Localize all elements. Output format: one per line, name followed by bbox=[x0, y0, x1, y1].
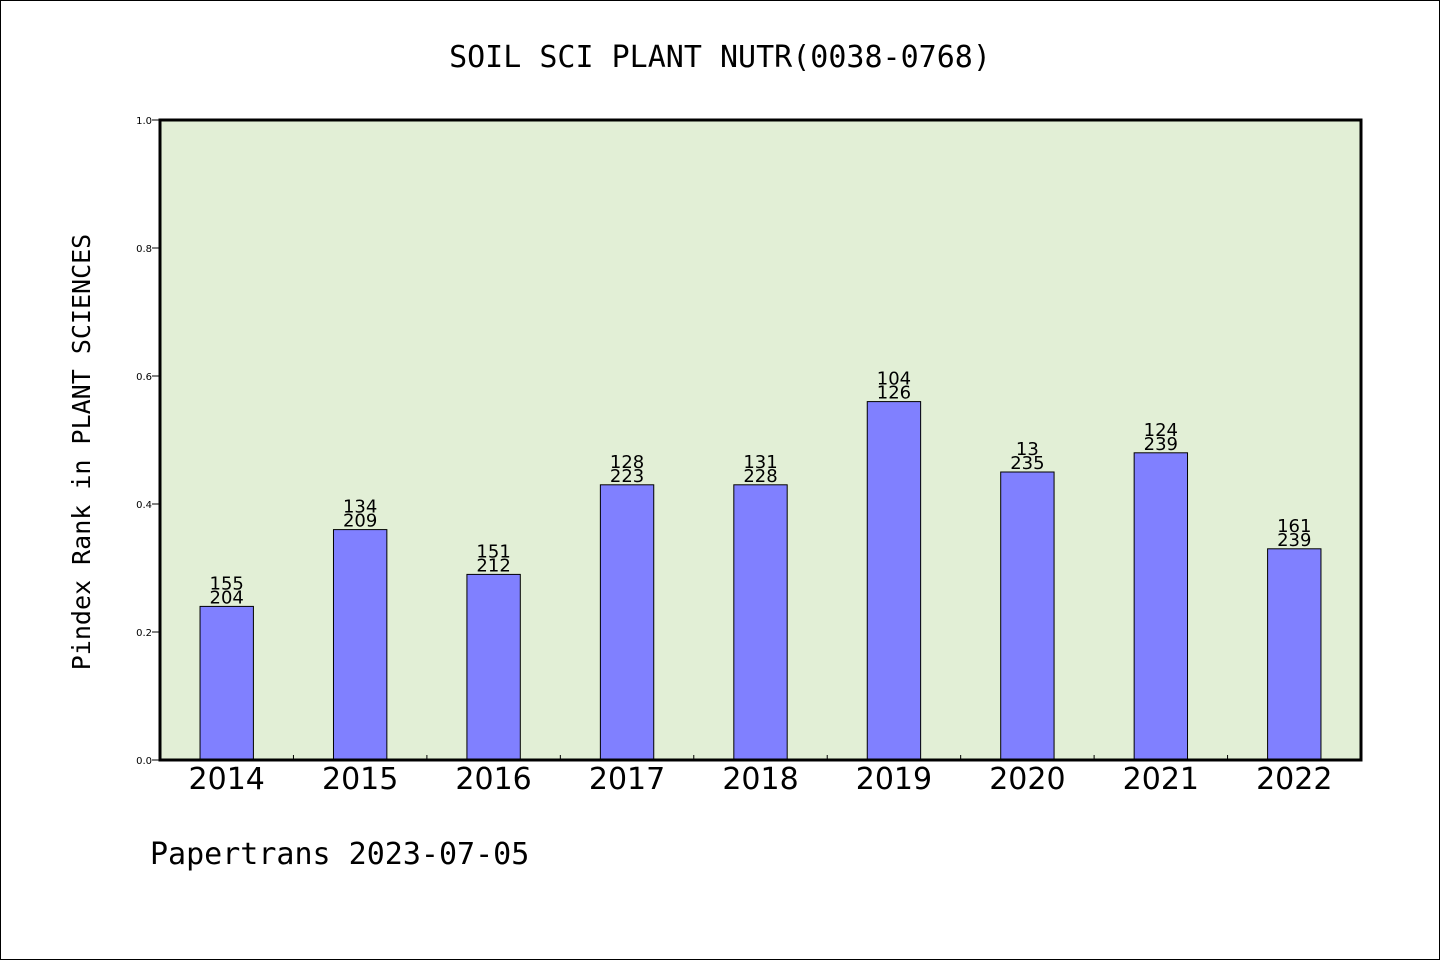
x-tick-label: 2017 bbox=[589, 762, 665, 797]
x-axis-ticks: 2014 2015 2016 2017 2018 2019 2020 2021 2022 bbox=[189, 755, 1332, 797]
bar bbox=[1000, 471, 1055, 761]
bar-label-rank: 161 bbox=[1277, 516, 1311, 537]
bar-label-total: 126 bbox=[877, 383, 911, 404]
bar-label-total: 209 bbox=[343, 511, 377, 532]
bar bbox=[199, 605, 254, 761]
y-tick-label: 0.8 bbox=[136, 244, 152, 255]
chart-title: SOIL SCI PLANT NUTR(0038-0768) bbox=[449, 40, 991, 75]
bar-label-rank: 104 bbox=[877, 369, 911, 390]
bar bbox=[332, 529, 388, 761]
x-tick-label: 2015 bbox=[322, 762, 398, 797]
footer-credit: Papertrans 2023-07-05 bbox=[150, 837, 529, 872]
y-tick-label: 0.2 bbox=[136, 628, 152, 639]
y-axis-ticks: 0.0 0.2 0.4 0.6 0.8 1.0 bbox=[136, 116, 160, 767]
bar-label-total: 239 bbox=[1144, 434, 1178, 455]
bar-label-rank: 124 bbox=[1144, 420, 1178, 441]
x-tick-label: 2018 bbox=[722, 762, 798, 797]
y-axis-label: Pindex Rank in PLANT SCIENCES bbox=[67, 234, 96, 671]
bar-label-total: 239 bbox=[1277, 530, 1311, 551]
bar-data-labels: 1552041342091512121282231312281041261323… bbox=[210, 369, 1312, 609]
x-tick-label: 2022 bbox=[1256, 762, 1332, 797]
y-tick-label: 0.0 bbox=[136, 756, 152, 767]
bar-label-rank: 13 bbox=[1016, 439, 1039, 460]
x-tick-label: 2020 bbox=[989, 762, 1065, 797]
bar-series bbox=[199, 401, 1322, 761]
bar-label-total: 212 bbox=[476, 555, 510, 576]
bar-label-rank: 134 bbox=[343, 497, 377, 518]
bar-label-rank: 155 bbox=[210, 573, 244, 594]
bar bbox=[866, 401, 922, 761]
bar bbox=[1267, 548, 1322, 761]
y-tick-label: 1.0 bbox=[136, 116, 152, 127]
bar-label-total: 223 bbox=[610, 466, 644, 487]
bar-label-total: 235 bbox=[1010, 453, 1044, 474]
bar-label-rank: 128 bbox=[610, 452, 644, 473]
bar bbox=[1133, 452, 1189, 761]
bar-label-total: 204 bbox=[210, 587, 244, 608]
y-tick-label: 0.4 bbox=[136, 500, 152, 511]
y-tick-label: 0.6 bbox=[136, 372, 152, 383]
x-tick-label: 2016 bbox=[455, 762, 531, 797]
bar bbox=[599, 484, 655, 761]
bar bbox=[733, 484, 788, 761]
bar bbox=[466, 573, 521, 761]
x-tick-label: 2021 bbox=[1123, 762, 1199, 797]
bar-label-rank: 131 bbox=[743, 452, 777, 473]
bar-label-rank: 151 bbox=[476, 541, 510, 562]
bar-label-total: 228 bbox=[743, 466, 777, 487]
x-tick-label: 2019 bbox=[856, 762, 932, 797]
plot-border bbox=[158, 118, 1363, 762]
x-tick-label: 2014 bbox=[189, 762, 265, 797]
